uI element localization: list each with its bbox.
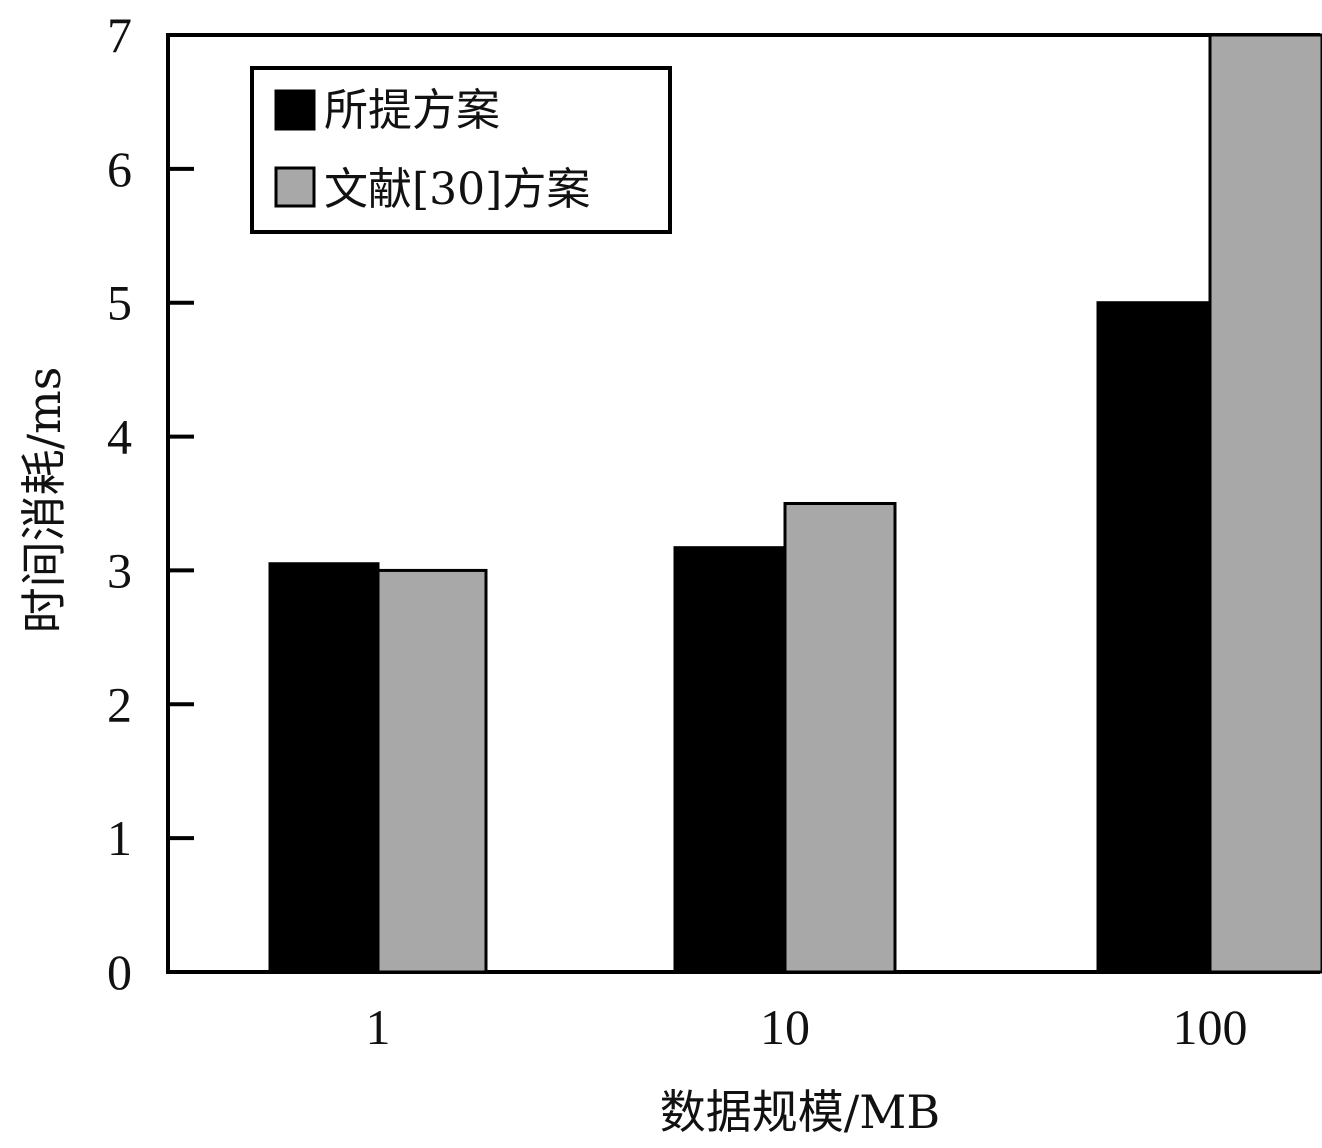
- x-tick-label: 10: [760, 999, 810, 1055]
- bars-layer: [268, 33, 1322, 974]
- y-tick-label: 4: [107, 409, 132, 465]
- y-axis-ticks: 0 1 2 3 4 5 6 7: [107, 7, 194, 1000]
- legend-swatch-series-2: [274, 166, 316, 208]
- y-tick-label: 3: [107, 542, 132, 598]
- bar-series-2-cat-10: [783, 502, 897, 974]
- y-tick-label: 5: [107, 275, 132, 331]
- y-tick-label: 7: [107, 7, 132, 63]
- x-axis-title: 数据规模/MB: [660, 1085, 940, 1139]
- y-tick-label: 1: [107, 810, 132, 866]
- y-tick-label: 2: [107, 676, 132, 732]
- bar-series-1-cat-100: [1096, 301, 1212, 974]
- legend-swatch-series-1: [274, 89, 316, 131]
- bar-series-2-cat-100: [1208, 33, 1322, 974]
- x-tick-label: 100: [1173, 999, 1248, 1055]
- legend-label-series-1: 所提方案: [324, 85, 500, 136]
- bar-series-1-cat-10: [673, 546, 787, 974]
- x-tick-label: 1: [366, 999, 391, 1055]
- legend-box: [250, 66, 672, 234]
- bar-series-2-cat-1: [376, 568, 488, 974]
- y-tick-label: 6: [107, 141, 132, 197]
- bar-series-1-cat-1: [268, 562, 380, 974]
- legend-label-series-2: 文献[30]方案: [324, 164, 590, 215]
- y-tick-label: 0: [107, 944, 132, 1000]
- x-axis-ticks: 1 10 100: [366, 999, 1248, 1055]
- legend: 所提方案 文献[30]方案: [250, 66, 672, 234]
- y-axis-title: 时间消耗/ms: [17, 367, 71, 634]
